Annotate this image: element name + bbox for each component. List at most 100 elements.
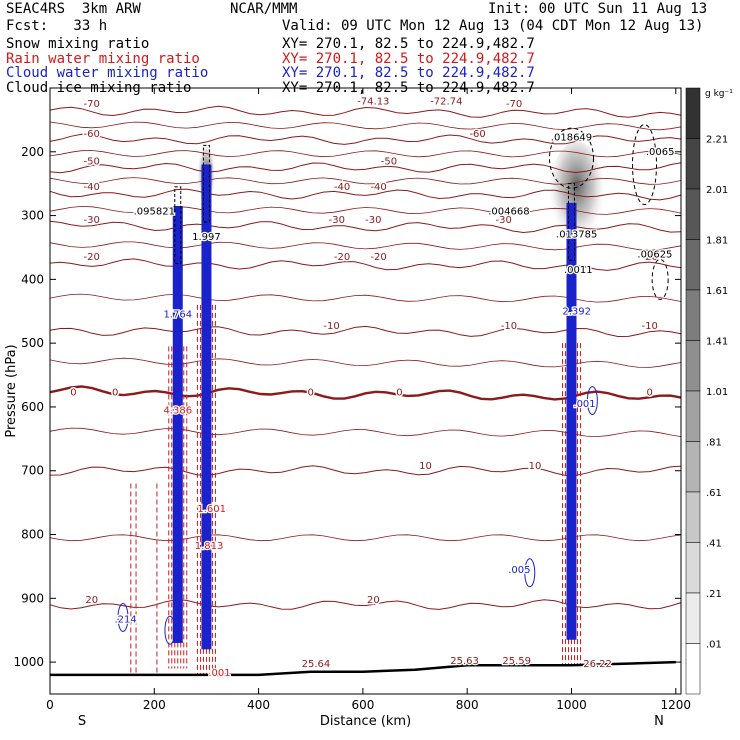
colorbar-label: .41 [706, 539, 722, 550]
isotherm-label: -30 [329, 215, 345, 226]
field-label-rain: Rain water mixing ratio [6, 51, 200, 67]
isotherm--50 [49, 162, 682, 174]
colorbar-label: 1.41 [706, 337, 728, 348]
x-tick-label: 1000 [556, 698, 587, 712]
isotherm-0 [49, 385, 682, 401]
isotherm-label: -40 [334, 182, 350, 193]
isotherm-label: -40 [370, 182, 386, 193]
isotherm-label: -50 [84, 157, 100, 168]
surface-line [50, 660, 676, 677]
isotherm-label: -20 [370, 252, 386, 263]
isotherm-label: 0 [112, 387, 118, 398]
y-tick-label: 500 [21, 336, 44, 350]
isotherm-10 [49, 465, 682, 476]
isotherm-label: -70 [84, 99, 100, 110]
colorbar-segment [685, 390, 701, 442]
isotherm-label: -40 [84, 182, 100, 193]
y-tick-label: 200 [21, 145, 44, 159]
isotherm-label: 10 [529, 461, 542, 472]
north-label: N [654, 714, 664, 729]
isotherm-minor [49, 293, 682, 303]
isotherm-label: 0 [308, 387, 314, 398]
contour-value-label: 26.22 [583, 659, 612, 670]
plot-frame [49, 87, 682, 695]
isotherm-label: -30 [84, 215, 100, 226]
isotherm-minor [49, 121, 682, 131]
cloud-water-core [172, 206, 183, 643]
field-label-snow: Snow mixing ratio [6, 36, 150, 52]
colorbar-label: 2.01 [706, 185, 728, 196]
contour-value-label: .214 [114, 615, 136, 626]
convective-towers [117, 124, 669, 675]
contour-value-label: 2.392 [562, 306, 591, 317]
cloud-water-core [566, 202, 577, 640]
isotherm-label: -74.13 [357, 97, 389, 108]
field-xy-cloud-water: XY= 270.1, 82.5 to 224.9,482.7 [282, 65, 535, 81]
x-tick-label: 0 [46, 698, 54, 712]
y-tick-label: 800 [21, 528, 44, 542]
ice-contour [548, 127, 594, 189]
isotherm-label: 0 [70, 387, 76, 398]
isotherm--60 [49, 133, 682, 145]
isotherm-minor [49, 150, 682, 158]
contour-value-label: .0011 [564, 265, 593, 276]
x-axis-label: Distance (km) [320, 714, 411, 729]
colorbar-segment [685, 491, 701, 543]
ice-contour [567, 183, 575, 261]
contour-value-label: .018649 [551, 132, 592, 143]
y-tick-label: 700 [21, 464, 44, 478]
colorbar-label: .01 [706, 640, 722, 651]
contour-value-label: .001 [208, 668, 230, 679]
field-xy-snow: XY= 270.1, 82.5 to 224.9,482.7 [282, 36, 535, 52]
x-tick-label: 600 [351, 698, 374, 712]
org-label: NCAR/MMM [230, 1, 298, 17]
isotherm--10 [49, 325, 682, 338]
colorbar-segment [685, 87, 701, 139]
colorbar: 2.21 2.01 1.81 1.61 1.41 1.01 .81 .61 .41 .21 .01 g… [685, 87, 733, 695]
y-tick-label: 300 [21, 209, 44, 223]
contour-value-label: .00625 [637, 250, 672, 261]
colorbar-segment [685, 340, 701, 392]
y-tick-label: 600 [21, 400, 44, 414]
isotherm-minor [49, 534, 682, 542]
y-tick-label: 400 [21, 272, 44, 286]
colorbar-segment [685, 592, 701, 644]
snow-shading [197, 141, 605, 252]
isotherm-label: -60 [84, 129, 100, 140]
isotherm-label: -10 [642, 321, 658, 332]
field-label-cloud-water: Cloud water mixing ratio [6, 65, 209, 81]
field-xy-rain: XY= 270.1, 82.5 to 224.9,482.7 [282, 51, 535, 67]
contour-value-label: .095821 [134, 206, 175, 217]
isotherm-minor [49, 357, 682, 368]
isotherm-20 [49, 599, 682, 610]
contour-value-label: 1.997 [192, 232, 221, 243]
contour-value-label: 1.813 [195, 541, 224, 552]
snow-shade-north [548, 141, 605, 252]
colorbar-label: 1.01 [706, 387, 728, 398]
x-tick-label: 1200 [661, 698, 692, 712]
isotherm-label: -20 [642, 252, 658, 263]
colorbar-segment [685, 542, 701, 594]
isotherm-label: -50 [381, 157, 397, 168]
isotherm--70 [49, 105, 682, 118]
contour-value-label: 25.59 [502, 656, 531, 667]
cloud-water-loop [117, 602, 129, 632]
south-label: S [78, 714, 86, 729]
model-title: SEAC4RS 3km ARW [6, 1, 141, 17]
contour-value-label: 1.601 [197, 504, 226, 515]
ice-contour [202, 144, 210, 223]
isotherm-label: -60 [469, 129, 485, 140]
isotherm-label: -30 [496, 215, 512, 226]
cloud-water-loop [586, 386, 598, 416]
contour-annotations: .095821 1.997 .004668 .013785 .0011 .0065 .006… [113, 131, 675, 680]
colorbar-segment [685, 138, 701, 190]
isotherm-label: -20 [334, 252, 350, 263]
isotherm-label: -10 [323, 321, 339, 332]
colorbar-unit: g kg⁻¹ [705, 89, 733, 99]
isotherm-label: -10 [501, 321, 517, 332]
colorbar-segment [685, 289, 701, 341]
colorbar-label: 2.21 [706, 135, 728, 146]
isotherm-label: -70 [506, 99, 522, 110]
colorbar-label: .81 [706, 438, 722, 449]
